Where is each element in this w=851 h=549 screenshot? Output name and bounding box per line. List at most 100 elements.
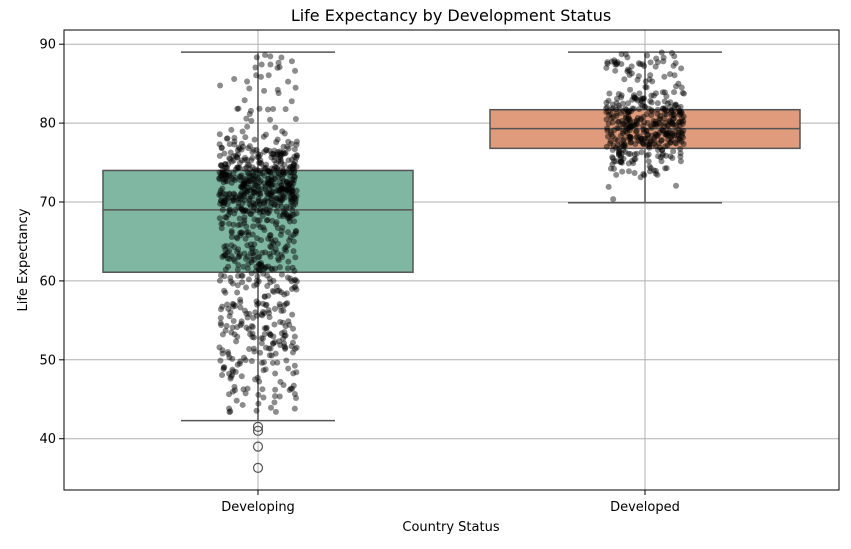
data-point	[249, 324, 256, 331]
data-point	[647, 59, 654, 66]
data-point	[614, 60, 621, 67]
data-point	[656, 116, 663, 123]
data-point	[243, 229, 250, 236]
data-point	[217, 187, 224, 194]
data-point	[221, 243, 228, 250]
data-point	[245, 276, 252, 283]
data-point	[293, 187, 300, 194]
data-point	[662, 131, 669, 138]
data-point	[618, 94, 625, 101]
data-point	[229, 198, 236, 205]
data-point	[281, 329, 288, 336]
data-point	[628, 124, 635, 131]
data-point	[266, 275, 273, 282]
data-point	[626, 67, 633, 74]
data-point	[605, 183, 612, 190]
x-axis: Developing Developed	[221, 490, 680, 515]
data-point	[282, 186, 289, 193]
data-point	[241, 214, 248, 221]
data-point	[678, 129, 685, 136]
data-point	[640, 171, 647, 178]
data-point	[620, 128, 627, 135]
data-point	[256, 217, 263, 224]
data-point	[266, 314, 273, 321]
data-point	[622, 128, 629, 135]
data-point	[281, 186, 288, 193]
data-point	[248, 358, 255, 365]
data-point	[285, 318, 292, 325]
data-point	[634, 76, 641, 83]
data-point	[618, 150, 625, 157]
data-point	[232, 174, 239, 181]
data-point	[656, 144, 663, 151]
data-point	[650, 137, 657, 144]
jitter-points	[216, 49, 687, 416]
data-point	[285, 258, 292, 265]
data-point	[248, 270, 255, 277]
data-point	[290, 203, 297, 210]
data-point	[641, 103, 648, 110]
data-point	[286, 186, 293, 193]
data-point	[274, 64, 281, 71]
data-point	[615, 145, 622, 152]
data-point	[267, 235, 274, 242]
data-point	[229, 176, 236, 183]
data-point	[248, 245, 255, 252]
data-point	[238, 140, 245, 147]
data-point	[228, 234, 235, 241]
data-point	[637, 61, 644, 68]
data-point	[265, 179, 272, 186]
data-point	[281, 161, 288, 168]
data-point	[611, 57, 618, 64]
data-point	[217, 189, 224, 196]
data-point	[248, 117, 255, 124]
data-point	[234, 289, 241, 296]
data-point	[253, 54, 260, 61]
data-point	[230, 301, 237, 308]
data-point	[624, 108, 631, 115]
data-point	[224, 255, 231, 262]
data-point	[241, 191, 248, 198]
data-point	[235, 222, 242, 229]
data-point	[223, 171, 230, 178]
data-point	[239, 206, 246, 213]
data-point	[605, 108, 612, 115]
data-point	[253, 298, 260, 305]
data-point	[231, 387, 238, 394]
data-point	[281, 291, 288, 298]
data-point	[254, 301, 261, 308]
data-point	[272, 201, 279, 208]
data-point	[276, 186, 283, 193]
data-point	[618, 159, 625, 166]
data-point	[622, 112, 629, 119]
data-point	[637, 96, 644, 103]
data-point	[216, 169, 223, 176]
data-point	[280, 167, 287, 174]
data-point	[234, 164, 241, 171]
data-point	[244, 123, 251, 130]
data-point	[219, 199, 226, 206]
data-point	[262, 302, 269, 309]
data-point	[249, 231, 256, 238]
data-point	[282, 323, 289, 330]
data-point	[242, 255, 249, 262]
data-point	[237, 173, 244, 180]
data-point	[231, 331, 238, 338]
data-point	[232, 302, 239, 309]
data-point	[259, 263, 266, 270]
data-point	[218, 220, 225, 227]
data-point	[222, 214, 229, 221]
data-point	[284, 178, 291, 185]
data-point	[236, 195, 243, 202]
data-point	[251, 190, 258, 197]
data-point	[272, 370, 279, 377]
data-point	[657, 112, 664, 119]
data-point	[620, 146, 627, 153]
data-point	[647, 138, 654, 145]
data-point	[274, 224, 281, 231]
data-point	[667, 134, 674, 141]
data-point	[263, 146, 270, 153]
data-point	[262, 204, 269, 211]
data-point	[228, 158, 235, 165]
data-point	[290, 161, 297, 168]
